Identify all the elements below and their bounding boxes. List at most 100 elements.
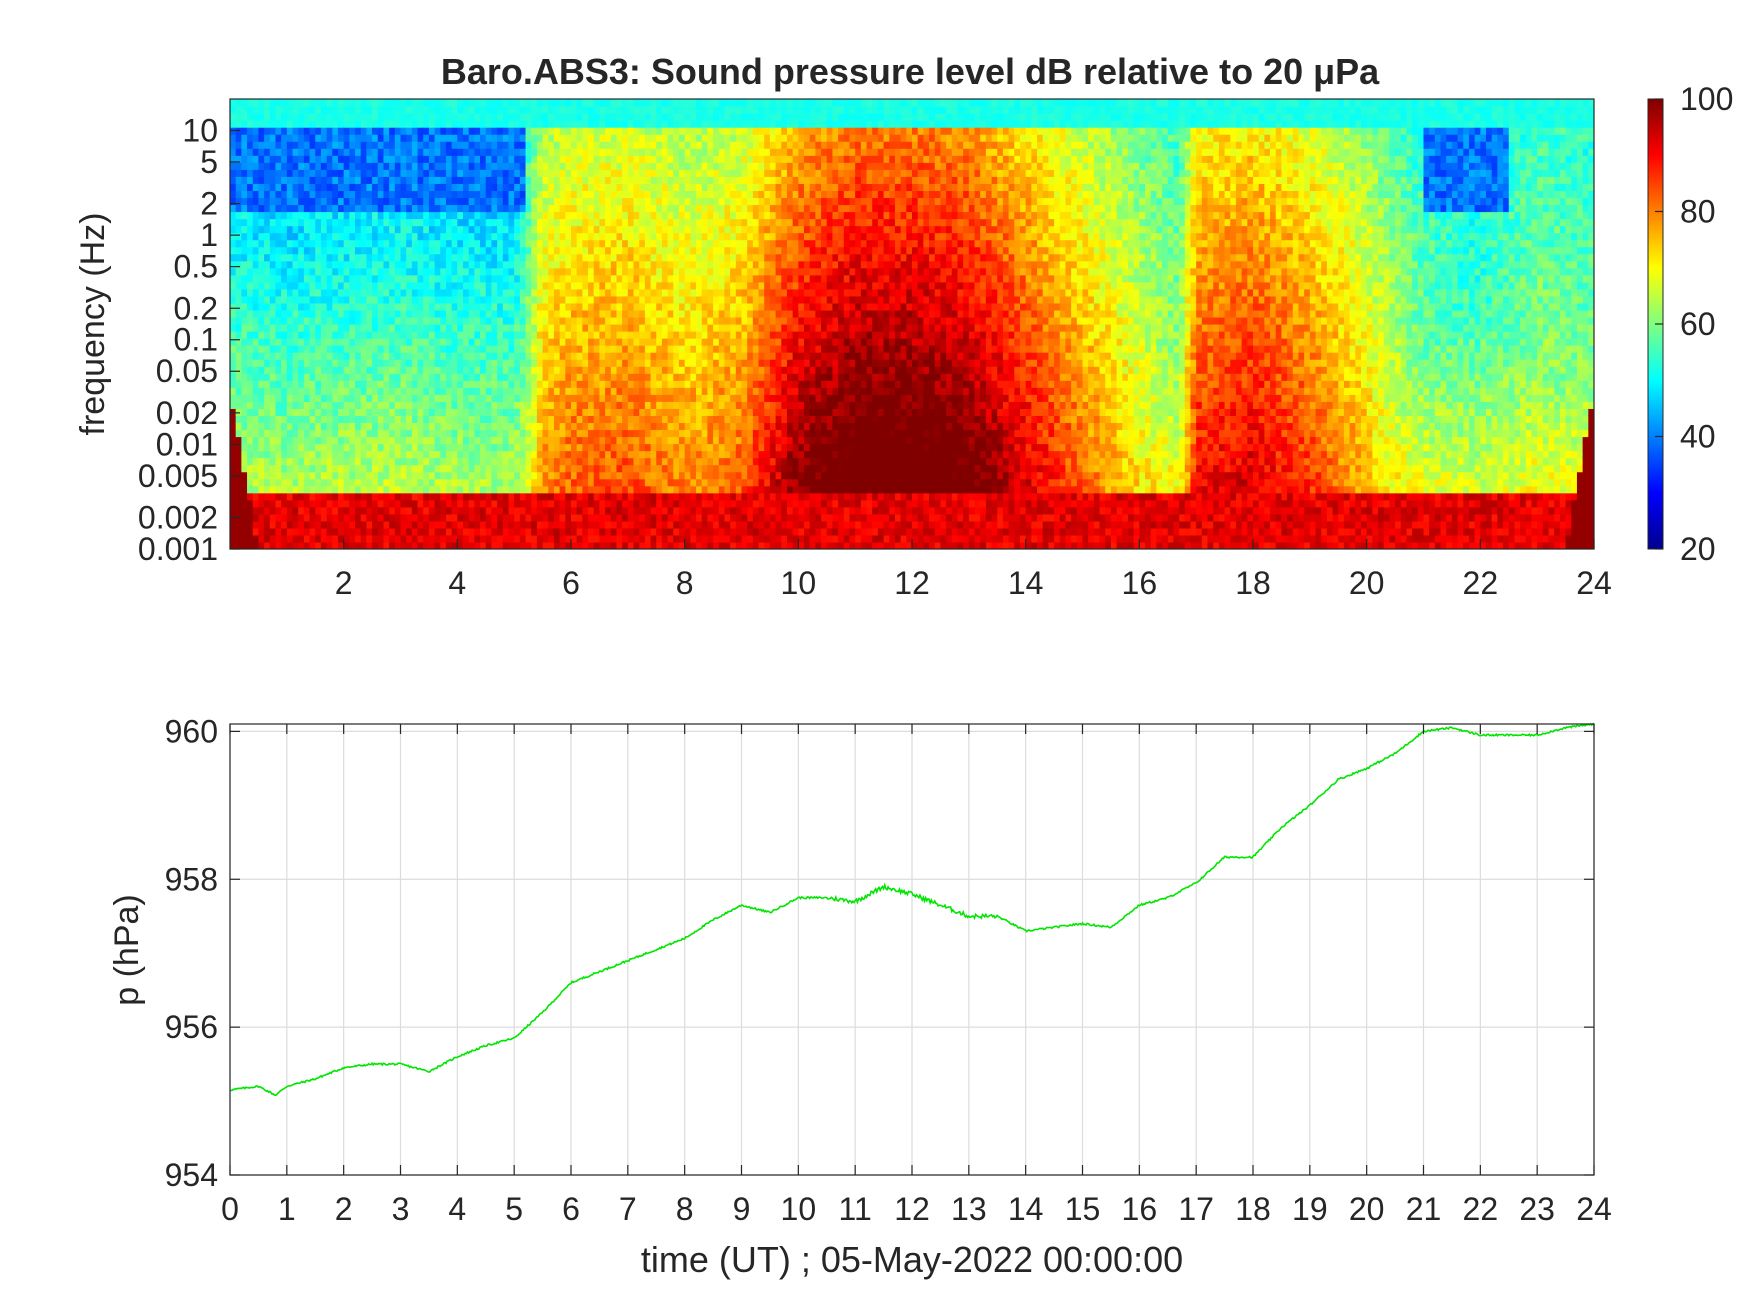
spectrogram-cell — [474, 471, 481, 480]
spectrogram-cell — [445, 422, 453, 431]
spectrogram-cell — [525, 541, 532, 549]
spectrogram-cell — [303, 331, 311, 339]
spectrogram-cell — [559, 253, 566, 262]
spectrogram-cell — [559, 274, 566, 283]
spectrogram-cell — [480, 387, 487, 395]
spectrogram-cell — [565, 274, 572, 283]
spectrogram-cell — [559, 232, 566, 241]
spectrogram-cell — [519, 450, 527, 459]
spectrogram-cell — [525, 422, 532, 431]
spectrogram-cell — [610, 281, 618, 290]
spectrogram-cell — [627, 422, 635, 431]
spectrogram-cell — [468, 127, 475, 135]
spectrogram-cell — [349, 534, 356, 543]
spectrogram-cell — [286, 415, 294, 424]
spectrogram-cell — [667, 120, 674, 128]
spectrogram-cell — [491, 204, 498, 213]
spectrogram-cell — [627, 106, 635, 114]
spectrogram-cell — [605, 457, 612, 466]
spectrogram-cell — [576, 464, 583, 473]
spectrogram-cell — [372, 324, 379, 332]
spectrogram-cell — [644, 295, 652, 304]
spectrogram-cell — [656, 408, 663, 417]
spectrogram-cell — [485, 169, 493, 177]
spectrogram-cell — [252, 471, 260, 480]
spectrogram-cell — [394, 99, 402, 107]
spectrogram-cell — [423, 204, 430, 213]
spectrogram-cell — [315, 232, 322, 241]
spectrogram-cell — [599, 197, 606, 206]
spectrogram-cell — [514, 134, 521, 142]
spectrogram-cell — [366, 246, 373, 255]
spectrogram-cell — [542, 134, 549, 142]
spectrogram-cell — [366, 155, 373, 163]
spectrogram-cell — [423, 197, 430, 206]
spectrogram-cell — [525, 520, 532, 529]
spectrogram-cell — [463, 260, 470, 269]
spectrogram-cell — [593, 295, 601, 304]
spectrogram-cell — [286, 141, 294, 149]
spectrogram-cell — [548, 302, 555, 311]
spectrogram-cell — [303, 120, 311, 128]
spectrogram-cell — [463, 274, 470, 283]
spectrogram-cell — [599, 162, 606, 170]
spectrogram-cell — [230, 436, 237, 445]
spectrogram-cell — [264, 443, 271, 452]
spectrogram-cell — [332, 331, 339, 339]
spectrogram-cell — [320, 183, 328, 192]
spectrogram-cell — [440, 345, 447, 353]
spectrogram-cell — [605, 338, 612, 346]
spectrogram-cell — [406, 401, 413, 409]
spectrogram-cell — [559, 513, 566, 522]
spectrogram-cell — [644, 197, 652, 206]
spectrogram-cell — [599, 415, 606, 424]
spectrogram-cell — [349, 485, 356, 494]
spectrogram-cell — [355, 197, 362, 206]
spectrogram-cell — [247, 99, 254, 107]
spectrogram-cell — [531, 429, 538, 438]
spectrogram-cell — [451, 169, 458, 177]
spectrogram-cell — [474, 218, 481, 227]
spectrogram-cell — [411, 239, 419, 248]
spectrogram-cell — [571, 331, 578, 339]
spectrogram-cell — [593, 302, 601, 311]
spectrogram-cell — [588, 471, 595, 480]
spectrogram-cell — [485, 338, 493, 346]
spectrogram-cell — [434, 148, 441, 156]
spectrogram-cell — [241, 288, 248, 297]
spectrogram-cell — [434, 183, 441, 192]
spectrogram-cell — [588, 176, 595, 184]
spectrogram-cell — [610, 309, 618, 318]
spectrogram-cell — [269, 120, 277, 128]
spectrogram-cell — [644, 499, 652, 508]
spectrogram-cell — [332, 457, 339, 466]
spectrogram-cell — [508, 302, 515, 311]
spectrogram-cell — [355, 288, 362, 297]
spectrogram-cell — [269, 99, 277, 107]
spectrogram-cell — [502, 120, 510, 128]
spectrogram-cell — [622, 513, 629, 522]
spectrogram-cell — [320, 380, 328, 388]
spectrogram-cell — [656, 373, 663, 381]
spectrogram-cell — [315, 113, 322, 121]
spectrogram-cell — [428, 345, 436, 353]
spectrogram-cell — [400, 387, 407, 395]
spectrogram-cell — [394, 387, 402, 395]
spectrogram-cell — [565, 345, 572, 353]
spectrogram-cell — [247, 309, 254, 318]
spectrogram-cell — [502, 162, 510, 170]
spectrogram-cell — [633, 295, 640, 304]
spectrogram-cell — [320, 415, 328, 424]
spectrogram-cell — [553, 197, 561, 206]
spectrogram-cell — [372, 436, 379, 445]
spectrogram-cell — [372, 169, 379, 177]
spectrogram-cell — [485, 204, 493, 213]
spectrogram-cell — [553, 373, 561, 381]
spectrogram-cell — [337, 366, 345, 374]
spectrogram-cell — [593, 352, 601, 360]
spectrogram-cell — [593, 288, 601, 297]
spectrogram-cell — [474, 331, 481, 339]
spectrogram-cell — [428, 260, 436, 269]
spectrogram-cell — [468, 197, 475, 206]
spectrogram-cell — [326, 120, 333, 128]
